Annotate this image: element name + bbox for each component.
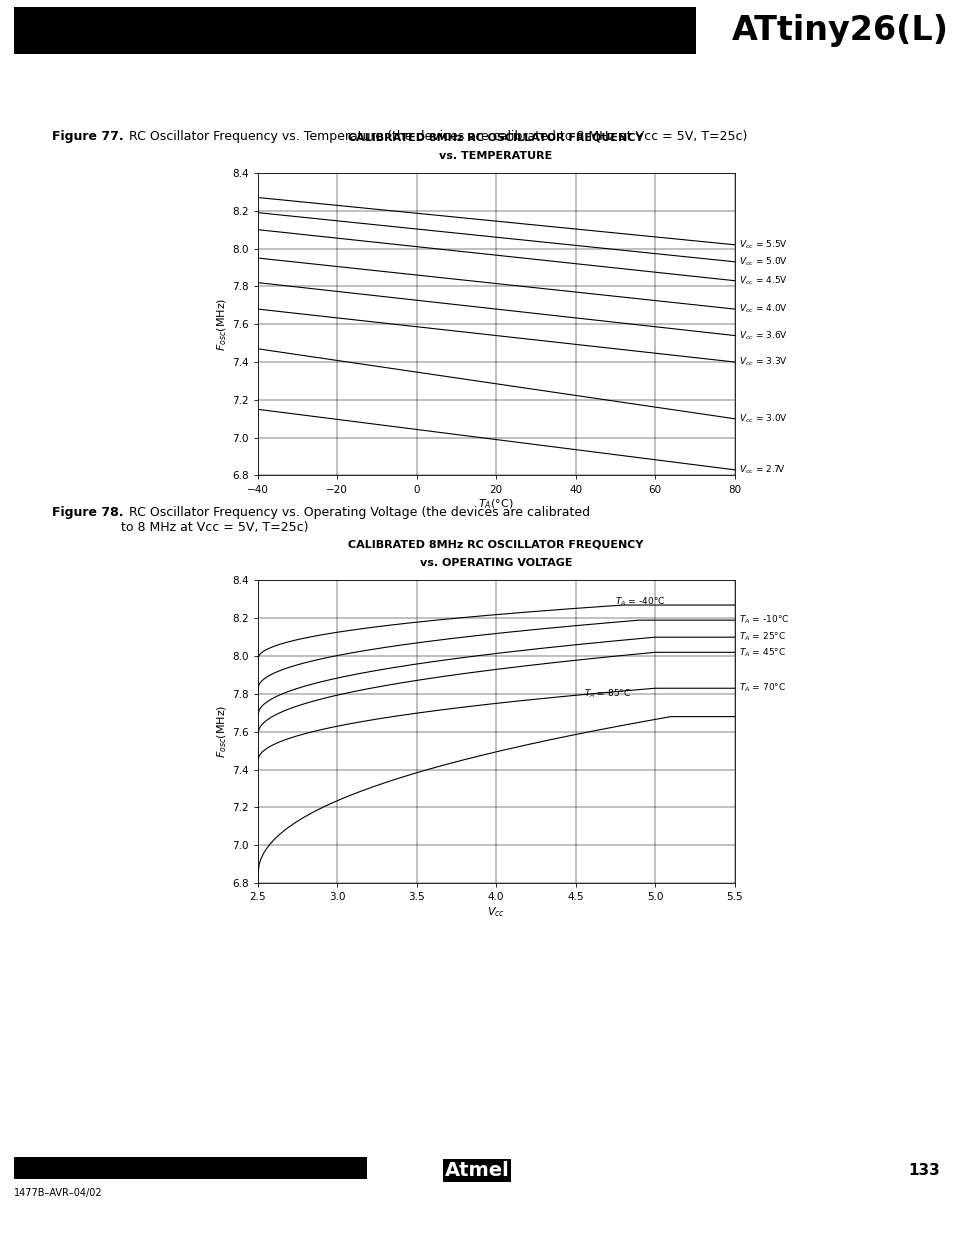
Text: $V_{cc}$ = 4.0V: $V_{cc}$ = 4.0V [739,303,787,315]
Text: RC Oscillator Frequency vs. Operating Voltage (the devices are calibrated
to 8 M: RC Oscillator Frequency vs. Operating Vo… [121,506,590,535]
Text: $V_{cc}$ = 4.5V: $V_{cc}$ = 4.5V [739,274,787,287]
X-axis label: $T_A$(°C): $T_A$(°C) [477,498,514,511]
Text: ATtiny26(L): ATtiny26(L) [732,15,948,47]
Text: Figure 77.: Figure 77. [52,130,124,143]
Text: RC Oscillator Frequency vs. Temperature (the devices are calibrated to 8 MHz at : RC Oscillator Frequency vs. Temperature … [121,130,747,143]
Text: $T_A$ = 25°C: $T_A$ = 25°C [739,631,785,643]
Text: CALIBRATED 8MHz RC OSCILLATOR FREQUENCY: CALIBRATED 8MHz RC OSCILLATOR FREQUENCY [348,132,643,142]
Text: 1477B–AVR–04/02: 1477B–AVR–04/02 [14,1188,103,1198]
Bar [14,7,696,54]
Text: $V_{cc}$ = 3.3V: $V_{cc}$ = 3.3V [739,356,787,368]
Text: $V_{cc}$ = 5.0V: $V_{cc}$ = 5.0V [739,256,787,268]
Text: CALIBRATED 8MHz RC OSCILLATOR FREQUENCY: CALIBRATED 8MHz RC OSCILLATOR FREQUENCY [348,540,643,550]
Y-axis label: $F_{osc}$(MHz): $F_{osc}$(MHz) [215,705,229,758]
Text: $T_A$ = 70°C: $T_A$ = 70°C [739,682,785,694]
Text: Figure 78.: Figure 78. [52,506,124,520]
Text: $V_{cc}$ = 5.5V: $V_{cc}$ = 5.5V [739,238,787,251]
Text: $T_A$ = -40°C: $T_A$ = -40°C [615,595,665,608]
X-axis label: $V_{cc}$: $V_{cc}$ [487,905,504,919]
Text: $V_{cc}$ = 3.0V: $V_{cc}$ = 3.0V [739,412,787,425]
Text: Atmel: Atmel [444,1161,509,1181]
Y-axis label: $F_{osc}$(MHz): $F_{osc}$(MHz) [215,298,229,351]
Text: $T_A$ = 45°C: $T_A$ = 45°C [739,646,785,658]
Text: $T_A$ = 85°C: $T_A$ = 85°C [583,688,630,700]
Text: 133: 133 [907,1163,939,1178]
Text: vs. TEMPERATURE: vs. TEMPERATURE [439,151,552,161]
Text: vs. OPERATING VOLTAGE: vs. OPERATING VOLTAGE [419,558,572,568]
Text: $V_{cc}$ = 3.6V: $V_{cc}$ = 3.6V [739,330,787,342]
Text: $T_A$ = -10°C: $T_A$ = -10°C [739,614,789,626]
Text: $V_{cc}$ = 2.7V: $V_{cc}$ = 2.7V [739,463,785,475]
